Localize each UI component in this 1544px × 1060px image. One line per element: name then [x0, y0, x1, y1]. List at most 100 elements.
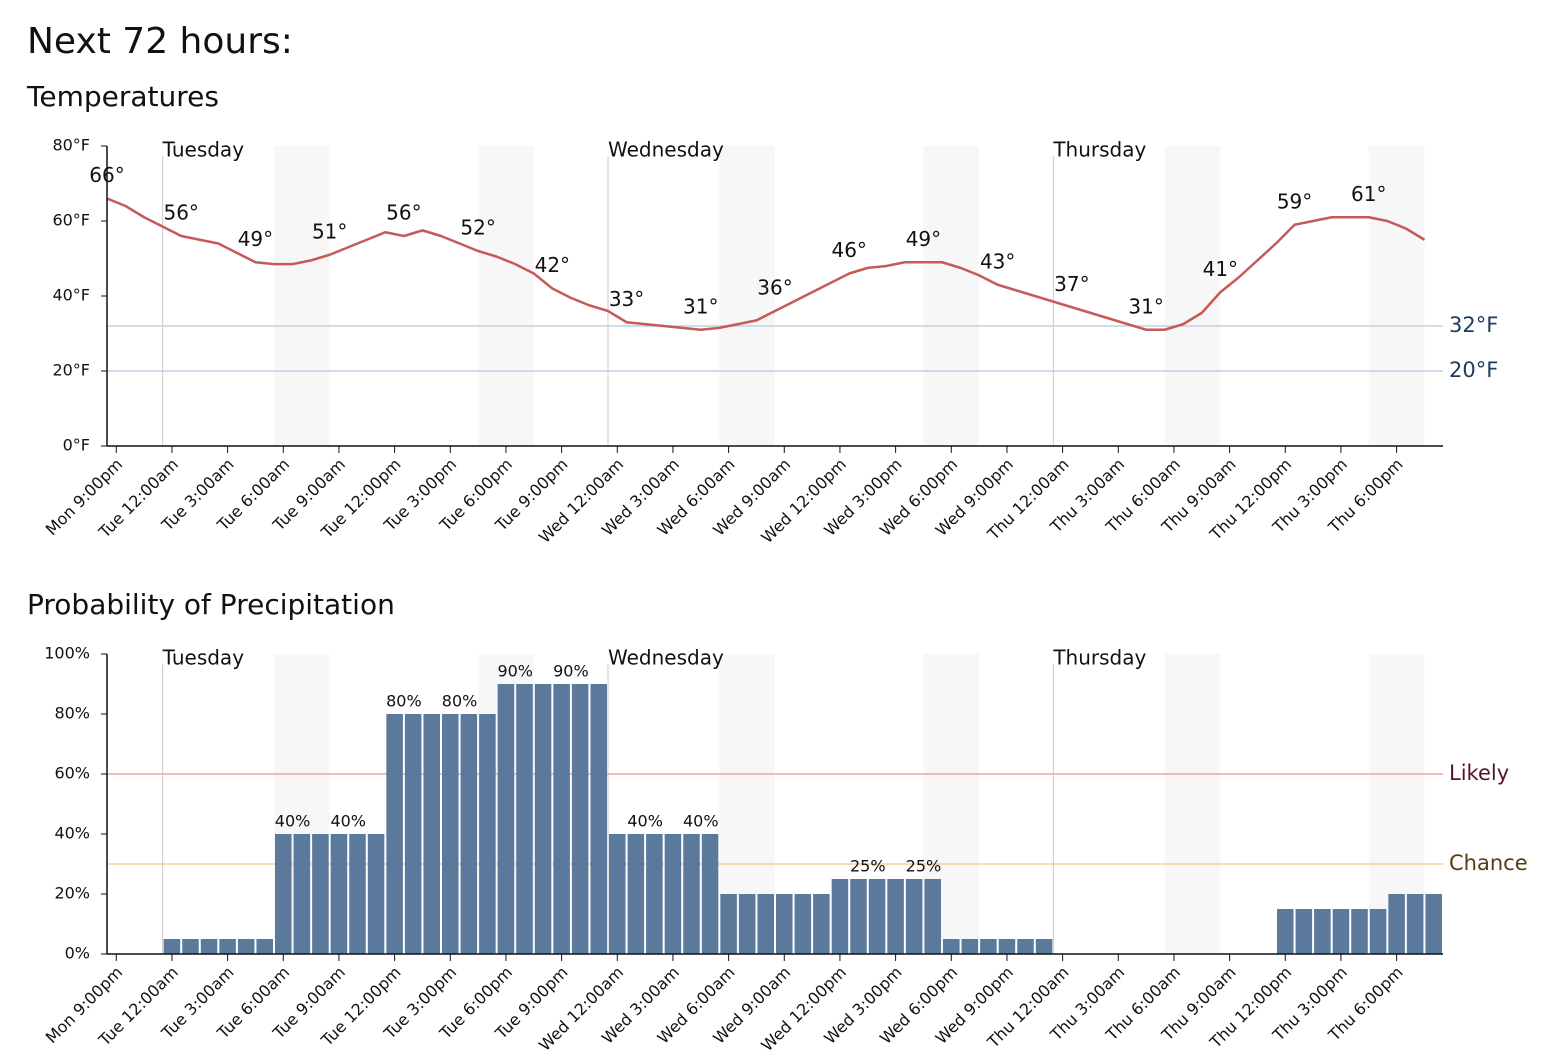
- bar: [237, 939, 255, 954]
- night-shading: [923, 146, 980, 446]
- day-label: Thursday: [1052, 646, 1146, 670]
- bar: [738, 894, 756, 954]
- bar: [961, 939, 979, 954]
- value-label: 25%: [906, 857, 942, 876]
- value-label: 43°: [980, 249, 1015, 273]
- page-title: Next 72 hours:: [27, 21, 293, 62]
- night-shading: [1368, 146, 1425, 446]
- value-label: 80%: [386, 692, 422, 711]
- bar: [998, 939, 1016, 954]
- chart-title: Temperatures: [26, 80, 219, 113]
- day-label: Wednesday: [608, 138, 724, 162]
- bar: [627, 834, 645, 954]
- bar: [683, 834, 700, 954]
- bar: [1295, 909, 1313, 954]
- bar: [460, 714, 478, 954]
- value-label: 37°: [1054, 272, 1089, 296]
- reference-label: Likely: [1449, 761, 1509, 785]
- value-label: 61°: [1351, 182, 1386, 206]
- bar: [534, 684, 552, 954]
- bar: [275, 834, 292, 954]
- bar: [404, 714, 422, 954]
- bar: [924, 879, 941, 954]
- chart-title: Probability of Precipitation: [27, 588, 395, 621]
- value-label: 49°: [238, 227, 273, 251]
- bar: [757, 894, 774, 954]
- bar: [1388, 894, 1405, 954]
- bar: [200, 939, 218, 954]
- bar: [868, 879, 886, 954]
- day-label: Tuesday: [162, 138, 245, 162]
- bar: [553, 684, 570, 954]
- y-tick-label: 0%: [65, 944, 90, 963]
- night-shading: [478, 146, 534, 446]
- y-tick-label: 20°F: [52, 361, 90, 380]
- value-label: 51°: [312, 219, 347, 243]
- bar: [831, 879, 849, 954]
- value-label: 56°: [386, 201, 421, 225]
- bar: [256, 939, 273, 954]
- bar: [980, 939, 997, 954]
- reference-label: Chance: [1449, 851, 1528, 875]
- value-label: 33°: [609, 287, 644, 311]
- value-label: 42°: [535, 253, 570, 277]
- value-label: 90%: [553, 662, 589, 681]
- value-label: 31°: [1128, 294, 1163, 318]
- bar: [497, 684, 515, 954]
- bar: [479, 714, 496, 954]
- y-tick-label: 60%: [54, 764, 90, 783]
- value-label: 41°: [1203, 257, 1238, 281]
- bar: [813, 894, 830, 954]
- bar: [442, 714, 459, 954]
- y-tick-label: 80%: [54, 704, 90, 723]
- bar: [423, 714, 440, 954]
- y-tick-label: 20%: [54, 884, 90, 903]
- y-tick-label: 40%: [54, 824, 90, 843]
- bar: [1332, 909, 1350, 954]
- bar: [1369, 909, 1387, 954]
- value-label: 80%: [442, 692, 478, 711]
- bar: [887, 879, 904, 954]
- bar: [571, 684, 589, 954]
- bar: [163, 939, 181, 954]
- bar: [609, 834, 626, 954]
- bar: [794, 894, 812, 954]
- night-shading: [274, 146, 330, 446]
- bar: [349, 834, 366, 954]
- value-label: 40%: [275, 812, 311, 831]
- bar: [1425, 894, 1442, 954]
- reference-label: 32°F: [1449, 313, 1498, 337]
- day-label: Tuesday: [162, 646, 245, 670]
- temperature-line: [106, 197, 1426, 331]
- value-label: 40%: [627, 812, 663, 831]
- bar: [850, 879, 867, 954]
- bar: [701, 834, 719, 954]
- y-tick-label: 80°F: [52, 136, 90, 155]
- reference-label: 20°F: [1449, 358, 1498, 382]
- bar: [720, 894, 737, 954]
- bar: [646, 834, 663, 954]
- bar: [664, 834, 682, 954]
- bar: [219, 939, 236, 954]
- value-label: 52°: [460, 216, 495, 240]
- bar: [943, 939, 960, 954]
- y-tick-label: 100%: [44, 644, 90, 663]
- bar: [1277, 909, 1294, 954]
- bar: [1035, 939, 1053, 954]
- value-label: 40%: [330, 812, 366, 831]
- bar: [590, 684, 607, 954]
- value-label: 56°: [163, 201, 198, 225]
- value-label: 46°: [831, 238, 866, 262]
- bar: [516, 684, 533, 954]
- day-label: Thursday: [1052, 138, 1146, 162]
- bar: [182, 939, 199, 954]
- night-shading: [719, 146, 775, 446]
- bar: [1017, 939, 1034, 954]
- value-label: 49°: [906, 227, 941, 251]
- bar: [312, 834, 329, 954]
- bar: [293, 834, 311, 954]
- bar: [330, 834, 348, 954]
- y-tick-label: 60°F: [52, 211, 90, 230]
